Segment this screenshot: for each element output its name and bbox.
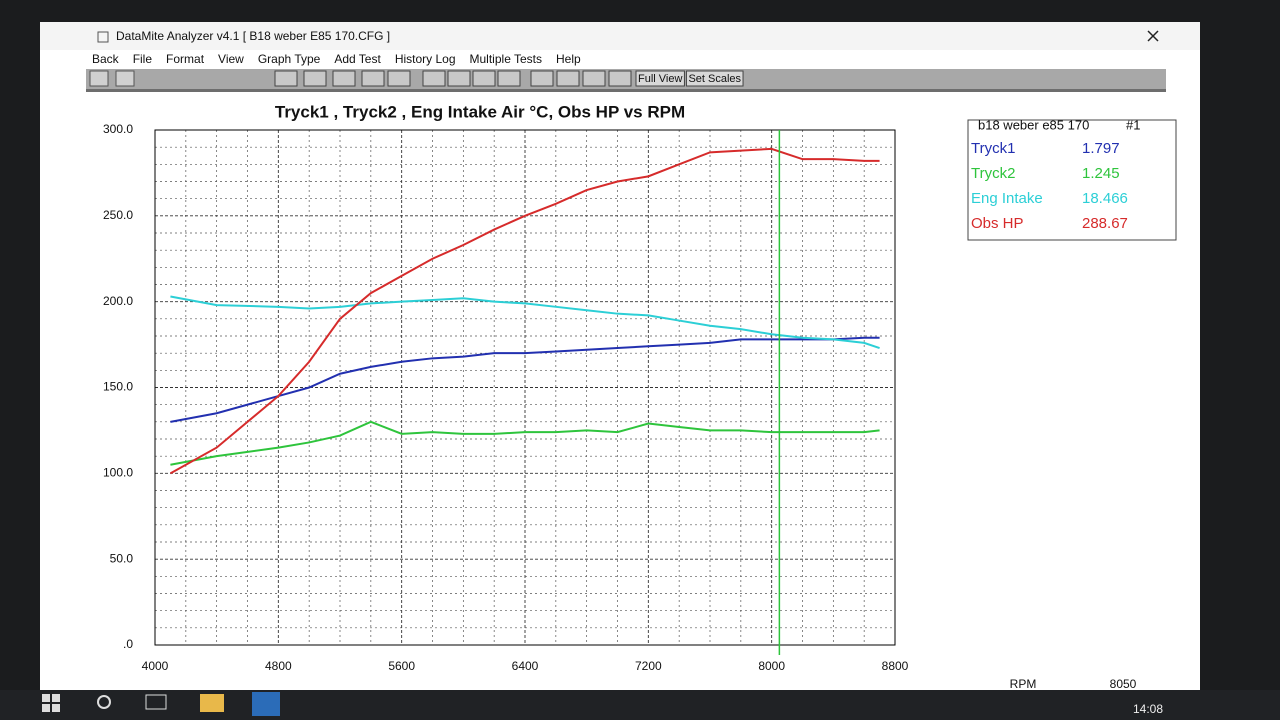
menu-item[interactable]: File xyxy=(133,52,153,66)
menu-item[interactable]: Graph Type xyxy=(258,52,321,66)
x-axis-label: RPM xyxy=(1010,677,1037,691)
legend-readout: 1.245 xyxy=(1082,165,1120,182)
toolbar-edge xyxy=(86,89,1166,92)
toolbar-icon[interactable] xyxy=(497,70,521,87)
legend-box xyxy=(967,119,1177,241)
toolbar-button-label[interactable]: Set Scales xyxy=(688,73,741,85)
legend-title: b18 weber e85 170 xyxy=(978,117,1089,132)
legend-readout: 18.466 xyxy=(1082,190,1128,207)
explorer-button[interactable] xyxy=(200,694,224,712)
task-view-button[interactable] xyxy=(145,694,167,710)
x-tick-label: 4000 xyxy=(142,659,169,673)
x-tick-label: 8800 xyxy=(882,659,909,673)
toolbar-icon[interactable] xyxy=(303,70,327,87)
toolbar-icon[interactable] xyxy=(361,70,385,87)
toolbar-button[interactable] xyxy=(635,70,685,87)
data-line xyxy=(169,147,880,475)
menu-item[interactable]: Help xyxy=(556,52,581,66)
legend-label: Tryck1 xyxy=(971,140,1015,157)
menu-item[interactable]: Multiple Tests xyxy=(470,52,542,66)
toolbar-button[interactable] xyxy=(685,70,744,87)
legend-label: Obs HP xyxy=(971,215,1024,232)
x-tick-label: 6400 xyxy=(512,659,539,673)
toolbar-icon[interactable] xyxy=(556,70,580,87)
y-tick-label: 50.0 xyxy=(110,551,134,565)
y-tick-label: 300.0 xyxy=(103,122,133,136)
search-button[interactable] xyxy=(97,695,111,709)
y-tick-label: 150.0 xyxy=(103,380,133,394)
window-title: DataMite Analyzer v4.1 [ B18 weber E85 1… xyxy=(116,29,390,43)
app-icon xyxy=(97,31,109,43)
menu-item[interactable]: View xyxy=(218,52,244,66)
toolbar-icon[interactable] xyxy=(274,70,298,87)
data-line xyxy=(170,420,880,466)
toolbar-icon[interactable] xyxy=(530,70,554,87)
data-line xyxy=(170,336,880,423)
start-button[interactable] xyxy=(42,694,60,712)
x-tick-label: 7200 xyxy=(635,659,662,673)
x-tick-label: 4800 xyxy=(265,659,292,673)
toolbar-icon[interactable] xyxy=(447,70,471,87)
toolbar-icon[interactable] xyxy=(387,70,411,87)
y-tick-label: 100.0 xyxy=(103,466,133,480)
legend-test: #1 xyxy=(1126,117,1140,132)
legend-readout: 1.797 xyxy=(1082,140,1120,157)
legend-label: Eng Intake xyxy=(971,190,1043,207)
toolbar-button-label[interactable]: Full View xyxy=(638,73,682,85)
legend-label: Tryck2 xyxy=(971,165,1015,182)
y-tick-label: 250.0 xyxy=(103,208,133,222)
clock: 14:08 xyxy=(1133,702,1163,716)
x-tick-label: 5600 xyxy=(388,659,415,673)
toolbar-icon[interactable] xyxy=(582,70,606,87)
cursor-readout: 8050 xyxy=(1110,677,1137,691)
data-line xyxy=(170,295,880,349)
title-bar xyxy=(40,22,1200,50)
toolbar-icon[interactable] xyxy=(115,70,135,87)
x-tick-label: 8000 xyxy=(758,659,785,673)
menu-item[interactable]: History Log xyxy=(395,52,456,66)
plot-frame xyxy=(154,129,896,646)
toolbar-icon[interactable] xyxy=(89,70,109,87)
taskbar xyxy=(0,690,1280,720)
datamite-taskbar-button[interactable] xyxy=(252,692,280,716)
menu-item[interactable]: Format xyxy=(166,52,205,66)
chart-title: Tryck1 , Tryck2 , Eng Intake Air °C, Obs… xyxy=(275,102,685,121)
toolbar-icon[interactable] xyxy=(608,70,632,87)
toolbar-icon[interactable] xyxy=(422,70,446,87)
toolbar-icon[interactable] xyxy=(472,70,496,87)
y-tick-label: .0 xyxy=(123,637,133,651)
menu-item[interactable]: Back xyxy=(92,52,120,66)
toolbar-icon[interactable] xyxy=(332,70,356,87)
close-button[interactable] xyxy=(1147,30,1159,42)
legend-readout: 288.67 xyxy=(1082,215,1128,232)
y-tick-label: 200.0 xyxy=(103,294,133,308)
menu-item[interactable]: Add Test xyxy=(334,52,381,66)
